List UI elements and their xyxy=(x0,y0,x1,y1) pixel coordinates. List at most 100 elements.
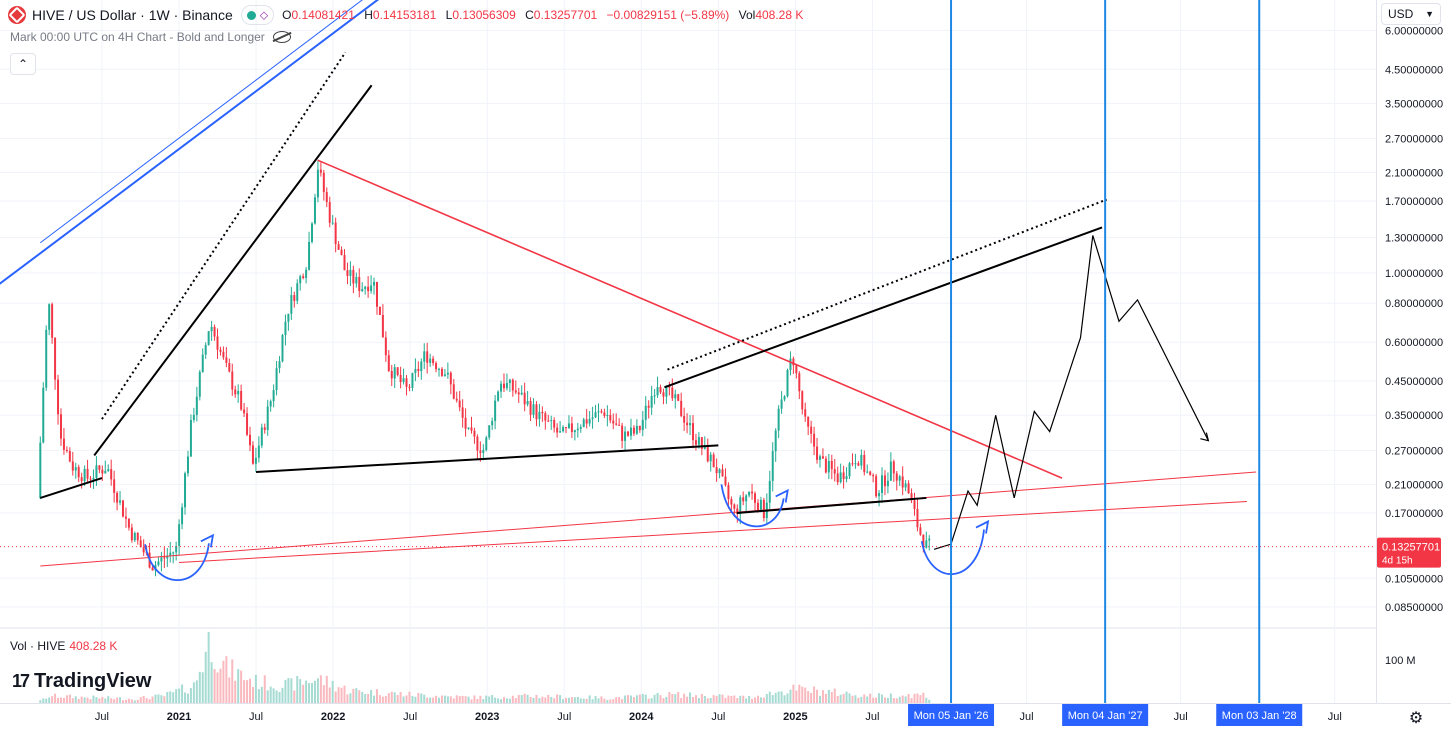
indicator-title[interactable]: Mark 00:00 UTC on 4H Chart - Bold and Lo… xyxy=(10,30,265,44)
black-trend-line xyxy=(664,226,1103,389)
cup-arrowhead xyxy=(200,533,215,548)
low-value: 0.13056309 xyxy=(452,8,516,22)
volume-bar xyxy=(426,697,429,703)
candle-body xyxy=(801,391,804,410)
y-tick-label: 1.00000000 xyxy=(1385,268,1443,280)
candle-body xyxy=(532,404,535,415)
volume-bar xyxy=(721,694,724,703)
volume-bar xyxy=(824,693,827,703)
candle-body xyxy=(502,383,505,389)
volume-bar xyxy=(653,694,656,703)
volume-bar xyxy=(562,699,565,703)
volume-bar xyxy=(213,668,216,703)
candle-body xyxy=(857,463,860,466)
volume-bar xyxy=(219,668,222,703)
volume-bar xyxy=(514,698,517,703)
symbol-title[interactable]: HIVE / US Dollar · 1W · Binance xyxy=(32,7,233,23)
current-price-badge[interactable] xyxy=(1377,537,1441,568)
candle-body xyxy=(727,485,730,500)
volume-bar xyxy=(411,695,414,703)
volume-legend-label[interactable]: Vol · HIVE xyxy=(10,639,66,653)
gear-icon[interactable]: ⚙ xyxy=(1408,710,1424,727)
volume-bar xyxy=(423,694,426,703)
tradingview-logo[interactable]: 17 TradingView xyxy=(12,670,151,693)
candle-body xyxy=(364,286,367,290)
candle-body xyxy=(142,547,145,553)
y-tick-label: 0.10500000 xyxy=(1385,573,1443,585)
x-tick-label: Jul xyxy=(865,711,879,723)
volume-bar xyxy=(296,676,299,703)
candle-body xyxy=(378,306,381,315)
candle-body xyxy=(399,374,402,383)
candle-body xyxy=(337,244,340,250)
candle-body xyxy=(632,427,635,434)
volume-bar xyxy=(494,697,497,703)
candle-body xyxy=(355,276,358,284)
candle-body xyxy=(754,493,757,503)
eye-crossed-icon[interactable] xyxy=(272,31,291,43)
volume-bar xyxy=(567,697,570,703)
volume-bar xyxy=(352,688,355,703)
candle-body xyxy=(624,431,627,441)
date-marker-badge[interactable] xyxy=(1062,704,1149,726)
candle-body xyxy=(293,295,296,301)
cup-arc xyxy=(720,484,785,528)
candle-body xyxy=(644,405,647,420)
volume-bar xyxy=(730,695,733,703)
volume-bar xyxy=(349,693,352,703)
currency-selector[interactable]: USD ▼ xyxy=(1381,3,1441,25)
volume-bar xyxy=(556,694,559,703)
candle-body xyxy=(700,437,703,449)
volume-bar xyxy=(337,687,340,703)
candle-body xyxy=(662,392,665,397)
candle-body xyxy=(231,371,234,390)
candle-body xyxy=(756,502,759,512)
volume-bar xyxy=(709,697,712,703)
candle-body xyxy=(110,469,113,480)
y-tick-label: 6.00000000 xyxy=(1385,25,1443,37)
candle-body xyxy=(759,499,762,512)
volume-bar xyxy=(497,698,500,703)
volume-bar xyxy=(573,697,576,703)
date-marker-badge[interactable] xyxy=(908,704,995,726)
volume-bar xyxy=(113,699,116,703)
volume-bar xyxy=(662,698,665,703)
candle-body xyxy=(500,383,503,392)
volume-bar xyxy=(816,689,819,703)
volume-bar xyxy=(39,700,42,703)
volume-bar xyxy=(745,698,748,703)
volume-bar xyxy=(748,695,751,703)
volume-bar xyxy=(878,693,881,703)
candle-body xyxy=(204,344,207,355)
collapse-legend-button[interactable]: ⌃ xyxy=(10,53,36,75)
volume-bar xyxy=(470,699,473,703)
volume-bar xyxy=(222,660,225,703)
volume-bar xyxy=(700,693,703,703)
candle-body xyxy=(54,337,57,380)
candle-body xyxy=(553,420,556,428)
candle-body xyxy=(875,476,878,497)
volume-bar xyxy=(248,678,251,703)
candle-body xyxy=(665,385,668,397)
candle-body xyxy=(45,329,48,388)
candle-body xyxy=(653,395,656,397)
candle-body xyxy=(721,469,724,477)
volume-bar xyxy=(251,687,254,703)
candle-body xyxy=(80,477,83,482)
market-status-pill[interactable]: ⬦ xyxy=(240,5,275,25)
candle-body xyxy=(133,533,136,541)
volume-bar xyxy=(671,693,674,703)
candle-body xyxy=(228,363,231,372)
volume-bar xyxy=(585,698,588,703)
candle-body xyxy=(119,500,122,503)
volume-bar xyxy=(243,680,246,703)
volume-bar xyxy=(443,695,446,703)
candle-body xyxy=(520,392,523,395)
volume-bar xyxy=(325,675,328,703)
date-marker-badge[interactable] xyxy=(1216,704,1303,726)
candle-body xyxy=(901,476,904,488)
date-marker-label: Mon 05 Jan '26 xyxy=(914,710,989,722)
volume-bar xyxy=(95,697,98,703)
volume-bar xyxy=(520,695,523,703)
